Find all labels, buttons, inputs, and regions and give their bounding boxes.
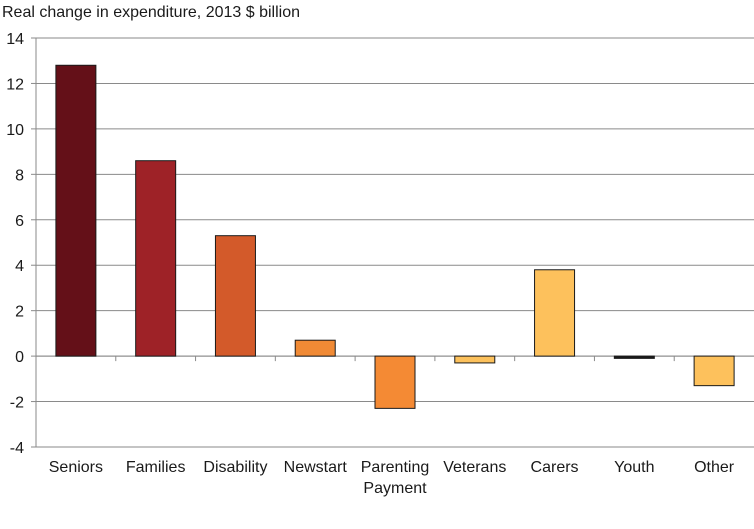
y-tick-label: 4 (15, 258, 24, 275)
category-label: Carers (531, 459, 579, 476)
category-label: Families (126, 459, 186, 476)
y-tick-labels: -4 -2 0 2 4 6 8 10 12 14 (6, 31, 24, 457)
y-tick-label: 2 (15, 304, 24, 321)
bar-seniors (55, 64, 97, 357)
bar-disability (214, 235, 256, 357)
category-label: Disability (203, 459, 267, 476)
y-tick-label: 12 (6, 76, 24, 93)
category-label: Seniors (49, 459, 103, 476)
bar-carers (534, 269, 576, 357)
y-tick-label: -2 (10, 395, 24, 412)
y-tick-label: 10 (6, 122, 24, 139)
bar-parenting-payment (374, 355, 416, 409)
category-label: Newstart (284, 459, 348, 476)
category-labels: Seniors Families Disability Newstart Parenti… (49, 459, 735, 497)
bar-other (693, 355, 735, 387)
y-tick-label: 6 (15, 213, 24, 230)
y-tick-label: 8 (15, 167, 24, 184)
category-label: Other (694, 459, 735, 476)
bar-families (135, 160, 177, 357)
category-label: Youth (614, 459, 654, 476)
bar-youth (613, 355, 655, 359)
y-tick-label: 14 (6, 31, 24, 48)
bar-veterans (454, 355, 496, 364)
chart-title: Real change in expenditure, 2013 $ billi… (2, 4, 300, 21)
category-label: Parenting Payment (361, 459, 430, 497)
bar-newstart (294, 339, 336, 357)
y-tick-label: -4 (10, 440, 24, 457)
y-tick-label: 0 (15, 349, 24, 366)
category-label: Veterans (443, 459, 506, 476)
bars (55, 64, 735, 409)
